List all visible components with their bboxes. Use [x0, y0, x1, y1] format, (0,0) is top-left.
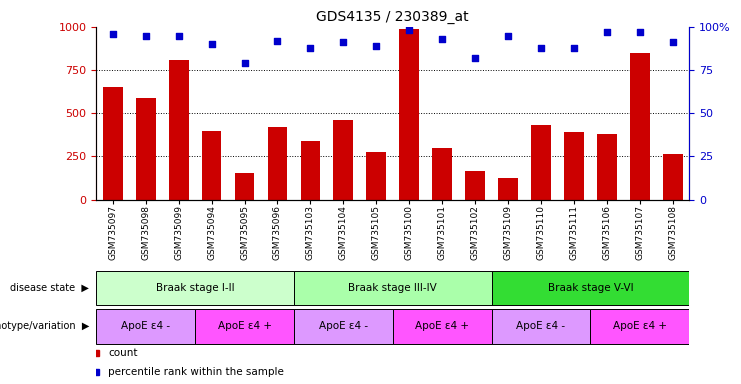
Point [337, 40, 349, 46]
Text: Braak stage V-VI: Braak stage V-VI [548, 283, 633, 293]
Text: ApoE ε4 -: ApoE ε4 - [319, 321, 368, 331]
Bar [564, 132, 584, 200]
Point [469, 55, 481, 61]
Text: ApoE ε4 +: ApoE ε4 + [218, 321, 271, 331]
Bar [597, 134, 617, 200]
Bar [136, 98, 156, 200]
Bar [465, 171, 485, 200]
Point [173, 33, 185, 39]
Bar [630, 53, 650, 200]
Bar [268, 127, 288, 200]
Point [436, 36, 448, 42]
Point [206, 41, 218, 47]
Bar [294, 309, 393, 344]
Point [403, 27, 415, 33]
Point [601, 29, 613, 35]
Point [305, 45, 316, 51]
Point [502, 33, 514, 39]
Bar [399, 29, 419, 200]
Bar [96, 271, 294, 305]
Bar [366, 152, 386, 200]
Bar [491, 309, 591, 344]
Text: ApoE ε4 -: ApoE ε4 - [516, 321, 565, 331]
Point [568, 45, 579, 51]
Text: disease state  ▶: disease state ▶ [10, 283, 89, 293]
Point [634, 29, 645, 35]
Text: percentile rank within the sample: percentile rank within the sample [108, 367, 284, 377]
Bar [333, 120, 353, 200]
Text: genotype/variation  ▶: genotype/variation ▶ [0, 321, 89, 331]
Title: GDS4135 / 230389_at: GDS4135 / 230389_at [316, 10, 469, 25]
Bar [103, 88, 123, 200]
Bar [498, 178, 518, 200]
Bar [96, 309, 195, 344]
Bar [195, 309, 294, 344]
Text: count: count [108, 348, 138, 358]
Bar [393, 309, 491, 344]
Bar [491, 271, 689, 305]
Bar [432, 148, 452, 200]
Text: ApoE ε4 -: ApoE ε4 - [122, 321, 170, 331]
Bar [301, 141, 320, 200]
Text: Braak stage I-II: Braak stage I-II [156, 283, 234, 293]
Bar [235, 173, 254, 200]
Bar [531, 125, 551, 200]
Bar [662, 154, 682, 200]
Text: ApoE ε4 +: ApoE ε4 + [415, 321, 469, 331]
Point [140, 33, 152, 39]
Point [107, 31, 119, 37]
Bar [202, 131, 222, 200]
Point [370, 43, 382, 49]
Bar [169, 60, 188, 200]
Point [271, 38, 283, 44]
Bar [591, 309, 689, 344]
Bar [294, 271, 491, 305]
Point [535, 45, 547, 51]
Text: Braak stage III-IV: Braak stage III-IV [348, 283, 437, 293]
Point [239, 60, 250, 66]
Point [667, 40, 679, 46]
Text: ApoE ε4 +: ApoE ε4 + [613, 321, 667, 331]
